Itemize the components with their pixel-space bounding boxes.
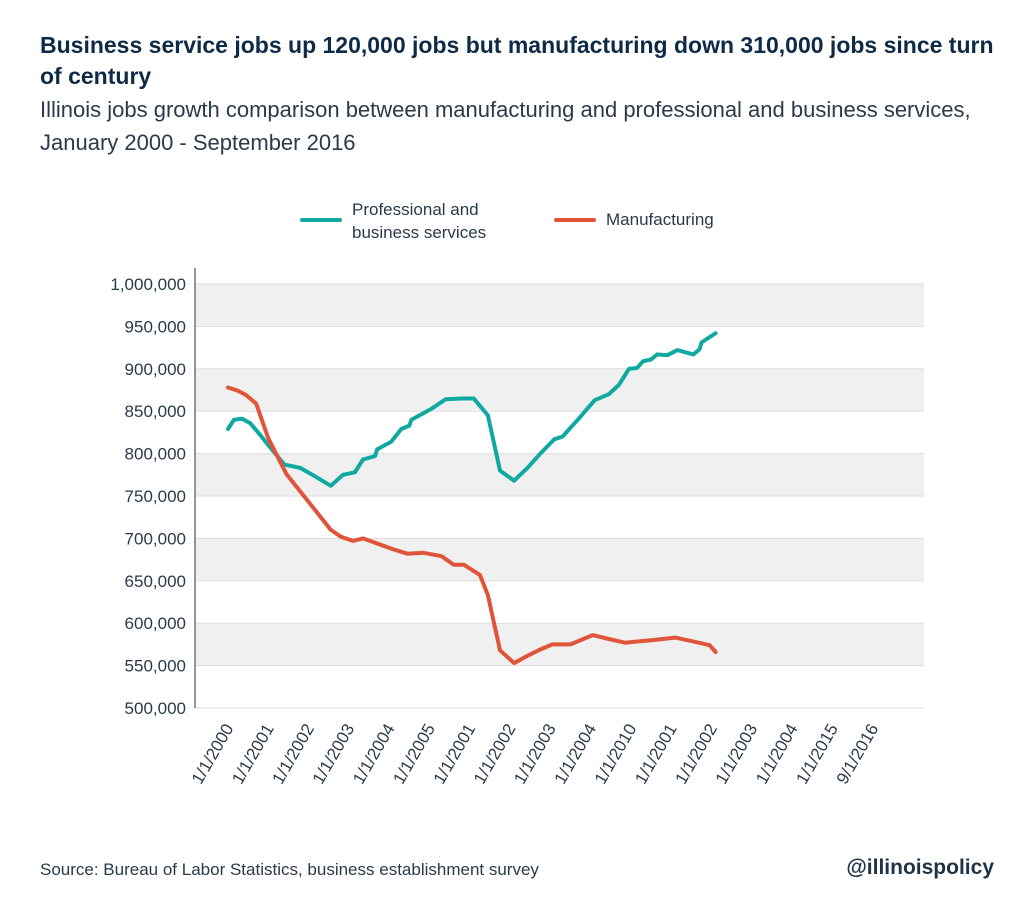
y-tick-label: 550,000 [125, 657, 186, 676]
y-tick-label: 1,000,000 [110, 275, 186, 294]
background-band [195, 538, 924, 581]
legend-swatch-manufacturing [554, 218, 596, 222]
background-band [195, 411, 924, 454]
background-bands [195, 284, 924, 708]
background-band [195, 665, 924, 708]
gridlines [195, 283, 924, 709]
chart-legend: Professional and business services Manuf… [0, 198, 1024, 248]
chart-title: Business service jobs up 120,000 jobs bu… [40, 32, 994, 89]
source-note: Source: Bureau of Labor Statistics, busi… [40, 860, 539, 879]
y-tick-label: 950,000 [125, 317, 186, 336]
legend-item-professional: Professional and business services [300, 198, 522, 244]
series-line-professional [226, 331, 718, 488]
legend-label-professional: Professional and business services [352, 200, 487, 242]
background-band [195, 453, 924, 496]
x-axis: 1/1/20001/1/20011/1/20021/1/20031/1/2004… [188, 721, 882, 788]
publisher-handle: @illinoispolicy [846, 856, 994, 879]
y-tick-label: 500,000 [125, 699, 186, 718]
series-lines [226, 331, 718, 666]
y-tick-label: 750,000 [125, 487, 186, 506]
background-band [195, 580, 924, 624]
y-axis: 500,000 550,000 600,000 650,000 700,000 750,0… [110, 268, 196, 718]
y-tick-label: 700,000 [125, 529, 186, 548]
y-tick-label: 850,000 [125, 402, 186, 421]
y-tick-label: 600,000 [125, 614, 186, 633]
legend-label-manufacturing: Manufacturing [606, 210, 714, 229]
background-band [195, 326, 924, 369]
legend-item-manufacturing: Manufacturing [554, 198, 776, 231]
y-tick-label: 800,000 [125, 445, 186, 464]
background-band [195, 496, 924, 539]
chart-subtitle: Illinois jobs growth comparison between … [40, 97, 971, 155]
legend-swatch-professional [300, 218, 342, 222]
background-band [195, 368, 924, 412]
y-tick-label: 650,000 [125, 572, 186, 591]
series-line-manufacturing [226, 385, 718, 666]
y-tick-label: 900,000 [125, 360, 186, 379]
background-band [195, 284, 924, 327]
